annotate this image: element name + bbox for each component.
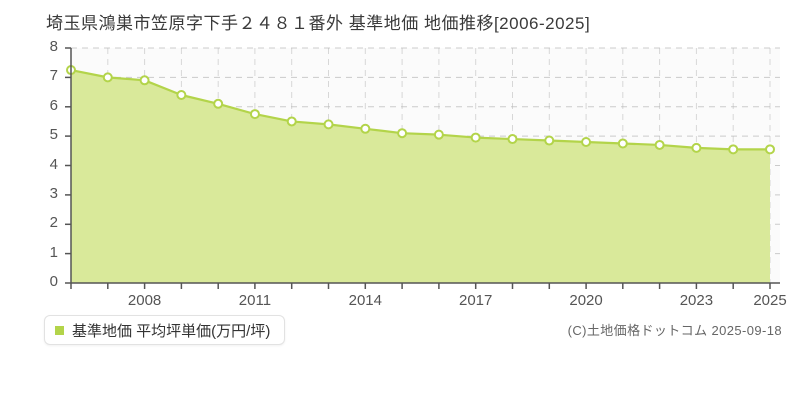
y-axis-tick-label: 1: [49, 243, 58, 261]
plot-area: [65, 47, 780, 289]
legend-label: 基準地価 平均坪単価(万円/坪): [72, 322, 271, 340]
x-axis-tick-label: 2014: [348, 292, 382, 309]
x-axis-tick-label: 2017: [458, 292, 493, 309]
y-axis-tick-label: 8: [49, 38, 58, 55]
page-title: 埼玉県鴻巣市笠原字下手２４８１番外 基準地価 地価推移[2006-2025]: [46, 14, 591, 33]
y-axis-tick-label: 5: [49, 126, 58, 144]
legend-swatch-icon: [55, 325, 64, 335]
x-axis-tick-label: 2008: [127, 292, 162, 309]
copyright-credit: (C)土地価格ドットコム 2025-09-18: [567, 323, 782, 338]
y-axis-tick-label: 2: [49, 214, 58, 232]
y-axis-tick-label: 6: [49, 96, 58, 114]
y-axis-tick-label: 3: [49, 184, 58, 202]
x-axis-tick-label: 2023: [679, 292, 714, 309]
x-axis-tick-label: 2020: [569, 292, 603, 309]
chart-legend[interactable]: 基準地価 平均坪単価(万円/坪): [44, 315, 286, 345]
y-axis-tick-label: 7: [49, 67, 58, 85]
y-axis-tick-label: 0: [49, 273, 58, 290]
y-axis-tick-label: 4: [49, 155, 58, 173]
area-chart-svg: [65, 47, 780, 289]
x-axis-tick-label: 2011: [238, 292, 272, 309]
x-axis-tick-label: 2025: [753, 292, 787, 309]
